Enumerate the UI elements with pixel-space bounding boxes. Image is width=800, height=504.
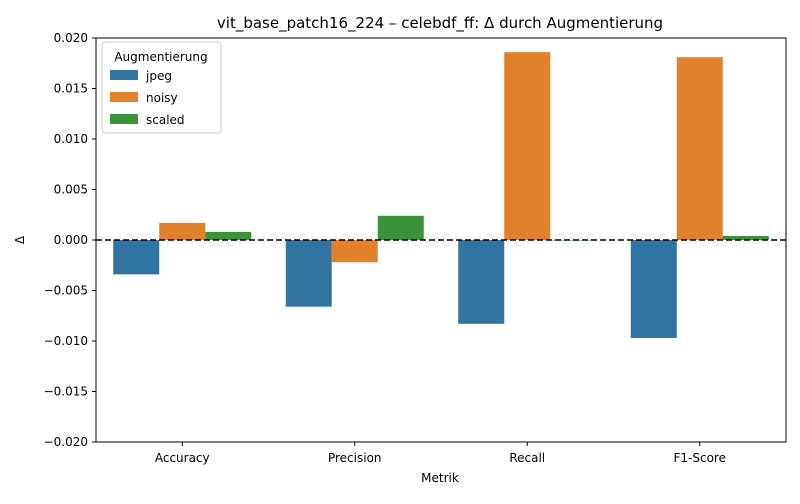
bar-jpeg-f1-score (630, 240, 677, 338)
legend-label-noisy: noisy (146, 91, 178, 105)
legend-swatch-scaled (110, 114, 138, 124)
bar-jpeg-accuracy (113, 240, 160, 275)
x-tick-label: F1-Score (674, 451, 726, 465)
bar-jpeg-precision (285, 240, 332, 307)
y-tick-label: 0.000 (54, 233, 88, 247)
legend-label-jpeg: jpeg (145, 69, 172, 83)
y-tick-label: −0.010 (44, 334, 88, 348)
y-tick-label: −0.015 (44, 385, 88, 399)
y-axis: −0.020 −0.015 −0.010 −0.005 0.000 0.005 0.010 0… (44, 31, 96, 449)
legend-swatch-jpeg (110, 70, 138, 80)
bar-noisy-precision (331, 240, 378, 263)
legend-swatch-noisy (110, 92, 138, 102)
y-tick-label: 0.010 (54, 132, 88, 146)
bar-noisy-recall (504, 52, 551, 240)
legend-box (101, 41, 222, 134)
legend-title: Augmentierung (114, 50, 207, 64)
bars-layer (113, 52, 769, 338)
x-tick-label: Accuracy (155, 451, 210, 465)
chart-title: vit_base_patch16_224 – celebdf_ff: Δ dur… (217, 14, 663, 33)
x-tick-label: Recall (509, 451, 545, 465)
x-axis: Accuracy Precision Recall F1-Score (155, 442, 726, 465)
legend-label-scaled: scaled (146, 113, 185, 127)
y-tick-label: −0.005 (44, 284, 88, 298)
y-tick-label: 0.015 (54, 82, 88, 96)
x-axis-label: Metrik (421, 471, 459, 485)
y-tick-label: 0.005 (54, 183, 88, 197)
bar-scaled-precision (377, 215, 424, 240)
x-tick-label: Precision (328, 451, 382, 465)
bar-noisy-f1-score (676, 57, 723, 240)
bar-noisy-accuracy (159, 222, 206, 240)
y-axis-label: Δ (13, 235, 27, 244)
bar-scaled-f1-score (722, 235, 769, 240)
y-tick-label: −0.020 (44, 435, 88, 449)
bar-jpeg-recall (458, 240, 505, 324)
y-tick-label: 0.020 (54, 31, 88, 45)
bar-scaled-accuracy (205, 231, 252, 240)
legend-items: jpeg noisy scaled (110, 69, 185, 127)
legend: Augmentierung jpeg noisy scaled (101, 41, 222, 134)
